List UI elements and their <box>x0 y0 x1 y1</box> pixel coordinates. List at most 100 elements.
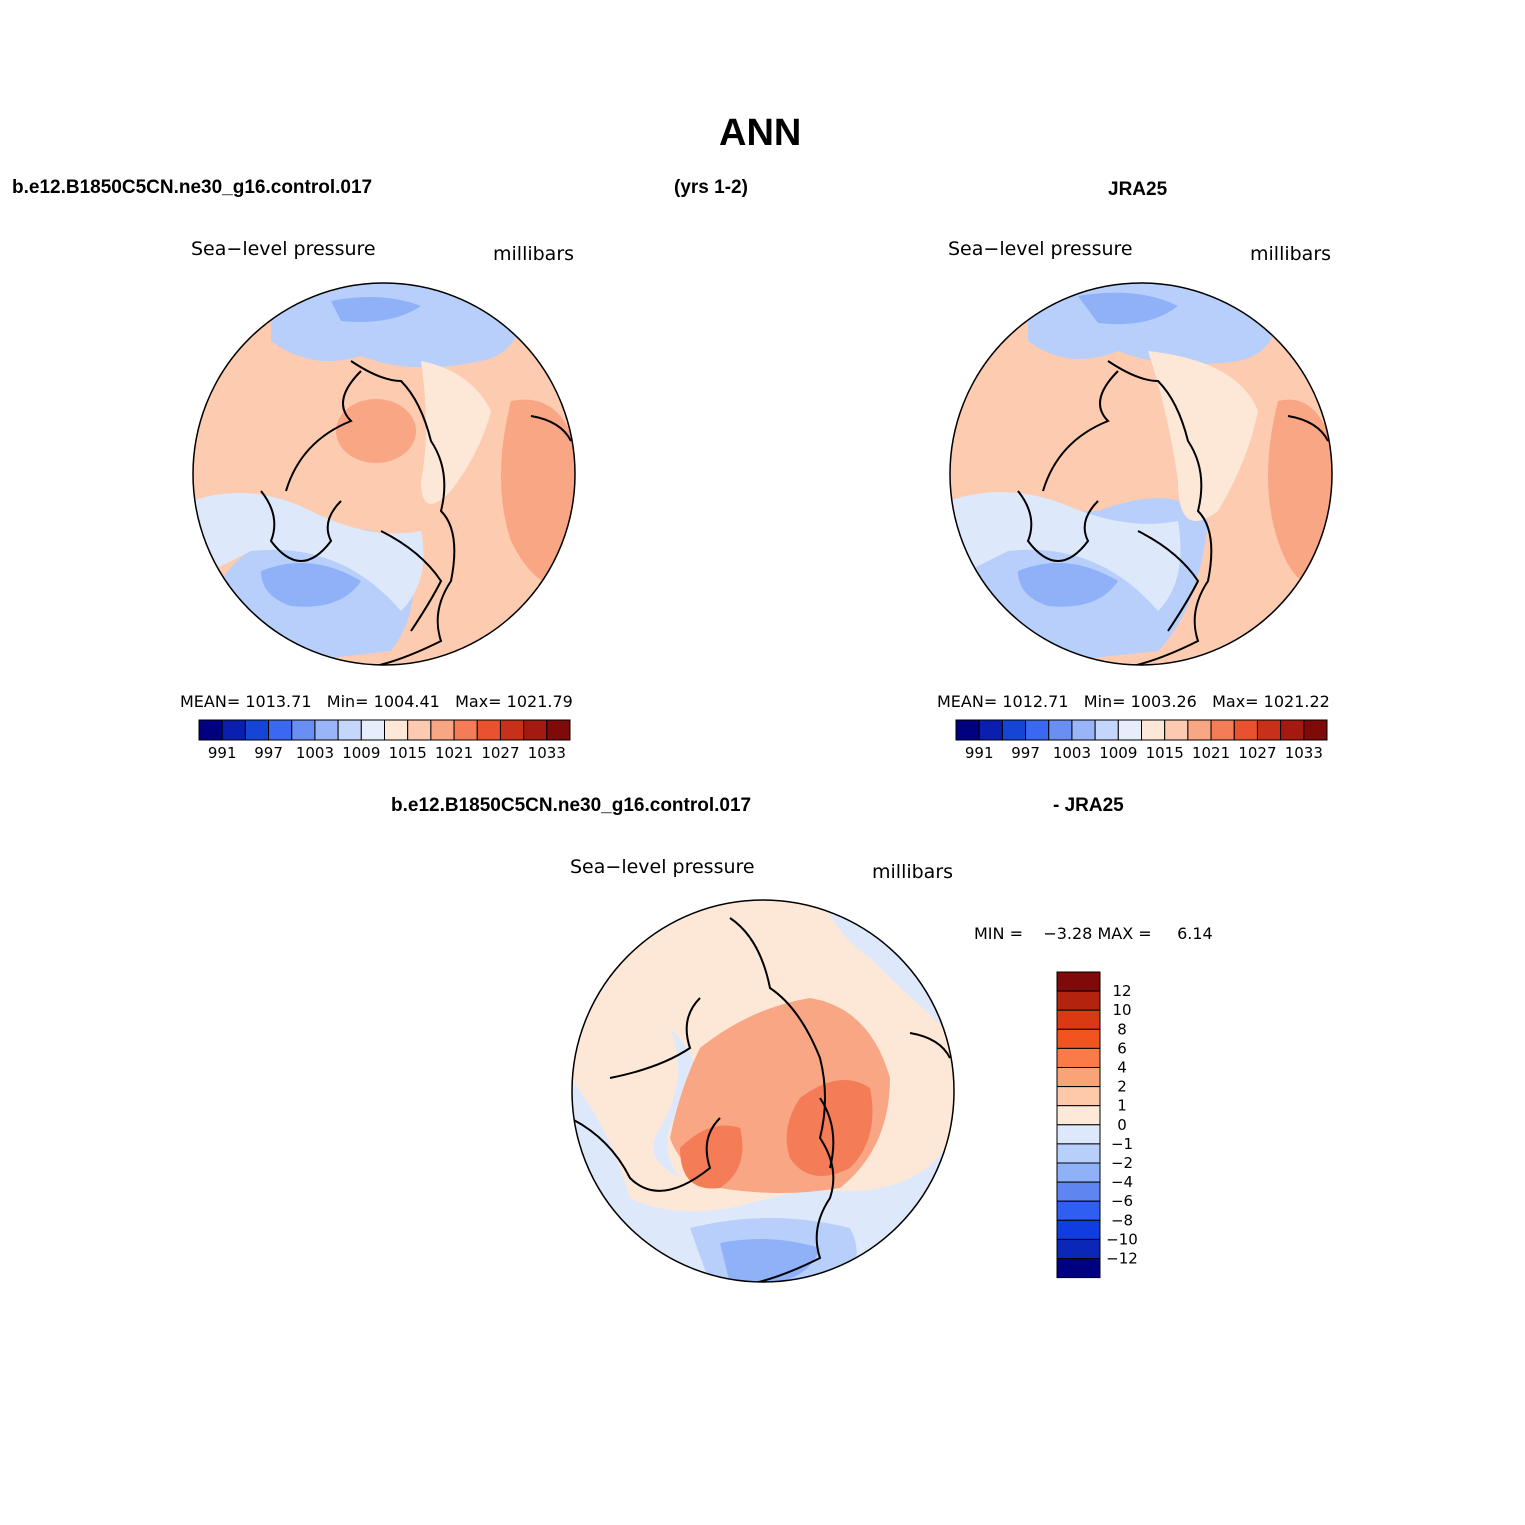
panel1-arctic-high <box>336 399 416 463</box>
diff-colorbar-swatch <box>1056 990 1101 1011</box>
diff-colorbar-tick-label: −1 <box>1111 1135 1133 1153</box>
panel1-stats: MEAN= 1013.71 Min= 1004.41 Max= 1021.79 <box>180 692 573 711</box>
panel1-cool-band <box>193 493 424 611</box>
colorbar-tick-label: 991 <box>965 744 994 762</box>
diff-colorbar-swatch <box>1056 1086 1101 1107</box>
panel2-units-label: millibars <box>1250 243 1332 265</box>
colorbar-swatch <box>314 719 339 741</box>
colorbar-swatch <box>1117 719 1142 741</box>
panel1-coastlines <box>260 360 572 665</box>
colorbar-swatch <box>1141 719 1166 741</box>
diff-warm-core-east <box>786 1080 873 1176</box>
colorbar-tick-label: 991 <box>208 744 237 762</box>
diff-map-border <box>571 899 955 1283</box>
panel2-min-value: 1003.26 <box>1130 692 1197 711</box>
panel1-mean-label: MEAN= <box>180 692 241 711</box>
obs-name-header: JRA25 <box>1108 179 1168 200</box>
colorbar-tick-label: 1009 <box>1099 744 1137 762</box>
diff-colorbar-swatch <box>1056 1162 1101 1183</box>
panel2-polar-map <box>949 282 1333 666</box>
diff-colorbar-swatch <box>1056 1047 1101 1069</box>
diff-max-label: MAX = <box>1097 924 1152 943</box>
panel2-max-value: 1021.22 <box>1263 692 1330 711</box>
diff-colorbar-tick-label: 8 <box>1117 1020 1127 1038</box>
panel2-cool-band <box>950 492 1181 611</box>
colorbar-swatch <box>384 719 409 741</box>
colorbar-swatch <box>221 719 246 741</box>
panel1-min-label: Min= <box>326 692 369 711</box>
colorbar-swatch <box>523 719 548 741</box>
colorbar-tick-label: 1021 <box>435 744 473 762</box>
panel2-colorbar: 991 997 1003 1009 1015 1021 1027 1033 <box>955 719 1328 762</box>
colorbar-swatch <box>1303 719 1328 741</box>
diff-cool-west <box>572 1078 954 1282</box>
colorbar-swatch <box>360 719 385 741</box>
diff-colorbar-tick-label: 10 <box>1112 1001 1131 1019</box>
diff-variable-label: Sea−level pressure <box>570 856 755 878</box>
diff-case-name: b.e12.B1850C5CN.ne30_g16.control.017 <box>391 795 752 816</box>
panel2-min-label: Min= <box>1083 692 1126 711</box>
colorbar-tick-label: 1015 <box>389 744 427 762</box>
diff-colorbar-tick-label: 2 <box>1117 1078 1127 1096</box>
case-name-header: b.e12.B1850C5CN.ne30_g16.control.017 <box>12 177 373 198</box>
diff-polar-map <box>571 899 955 1283</box>
diff-colorbar-swatch <box>1056 971 1101 992</box>
diff-colorbar-tick-label: 1 <box>1117 1097 1127 1115</box>
years-header: (yrs 1-2) <box>674 177 748 198</box>
colorbar-swatch <box>1001 719 1027 741</box>
panel1-map-border <box>192 282 576 666</box>
colorbar-swatch <box>1094 719 1119 741</box>
diff-colorbar-swatch <box>1056 1181 1101 1202</box>
diff-cool-pacific-core <box>720 1239 820 1282</box>
panel2-map-border <box>949 282 1333 666</box>
diff-colorbar-tick-label: −4 <box>1111 1173 1133 1191</box>
colorbar-tick-label: 1033 <box>528 744 566 762</box>
colorbar-swatch <box>1164 719 1189 741</box>
colorbar-tick-label: 997 <box>254 744 283 762</box>
panel2-siberian-high <box>1268 399 1332 586</box>
diff-coastlines <box>572 917 951 1282</box>
diff-min-label: MIN = <box>974 924 1023 943</box>
diff-colorbar-swatch <box>1056 1009 1101 1030</box>
colorbar-tick-label: 1027 <box>481 744 519 762</box>
diff-colorbar-swatch <box>1056 1200 1101 1221</box>
colorbar-swatch <box>499 719 525 741</box>
diff-colorbar-swatch <box>1056 1124 1101 1145</box>
colorbar-swatch <box>955 719 980 741</box>
panel1-colorbar: 991 997 1003 1009 1015 1021 1027 1033 <box>198 719 571 762</box>
diff-colorbar-swatch <box>1056 1143 1101 1164</box>
diff-min-value: −3.28 <box>1043 924 1093 943</box>
panel1-pacific-low-core <box>331 297 421 322</box>
colorbar-swatch <box>268 719 293 741</box>
colorbar-tick-label: 1003 <box>296 744 334 762</box>
colorbar-swatch <box>291 719 316 741</box>
panel2-coastlines <box>1017 360 1329 665</box>
panel1-max-label: Max= <box>455 692 502 711</box>
panel2-atlantic-low-core <box>1018 563 1118 607</box>
diff-units-label: millibars <box>872 861 954 883</box>
panel1-max-value: 1021.79 <box>506 692 573 711</box>
diff-colorbar-tick-label: 6 <box>1117 1039 1127 1057</box>
diff-colorbar-swatch <box>1056 1258 1101 1279</box>
colorbar-swatch <box>198 719 223 741</box>
colorbar-swatch <box>1071 719 1096 741</box>
colorbar-tick-label: 1033 <box>1285 744 1323 762</box>
diff-obs-name: - JRA25 <box>1053 795 1124 816</box>
panel1-units-label: millibars <box>493 243 575 265</box>
colorbar-swatch <box>1233 719 1258 741</box>
diff-warm-core-west <box>680 1125 743 1189</box>
diff-colorbar-swatch <box>1056 1028 1101 1049</box>
diff-colorbar-tick-label: −10 <box>1106 1230 1138 1248</box>
colorbar-swatch <box>337 719 362 741</box>
colorbar-swatch <box>1210 719 1235 741</box>
panel2-max-label: Max= <box>1212 692 1259 711</box>
diff-colorbar-tick-label: −2 <box>1111 1154 1133 1172</box>
colorbar-swatch <box>476 719 501 741</box>
panel1-variable-label: Sea−level pressure <box>191 238 376 260</box>
colorbar-tick-label: 997 <box>1011 744 1040 762</box>
diff-colorbar-swatch <box>1056 1105 1101 1126</box>
colorbar-tick-label: 1009 <box>342 744 380 762</box>
diff-colorbar-swatch <box>1056 1067 1101 1088</box>
colorbar-swatch <box>1048 719 1073 741</box>
